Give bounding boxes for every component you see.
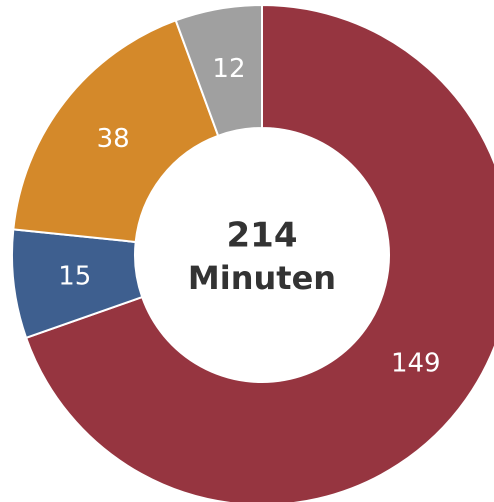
slice [12,19,220,244]
slice-label: 149 [391,348,441,378]
slice [174,3,263,138]
slice [24,3,494,502]
slice-label: 15 [58,262,91,292]
slice-label: 38 [97,124,130,154]
slice-label: 12 [212,54,245,84]
center-label: Minuten [188,259,336,297]
center-total: 214 [227,216,298,256]
